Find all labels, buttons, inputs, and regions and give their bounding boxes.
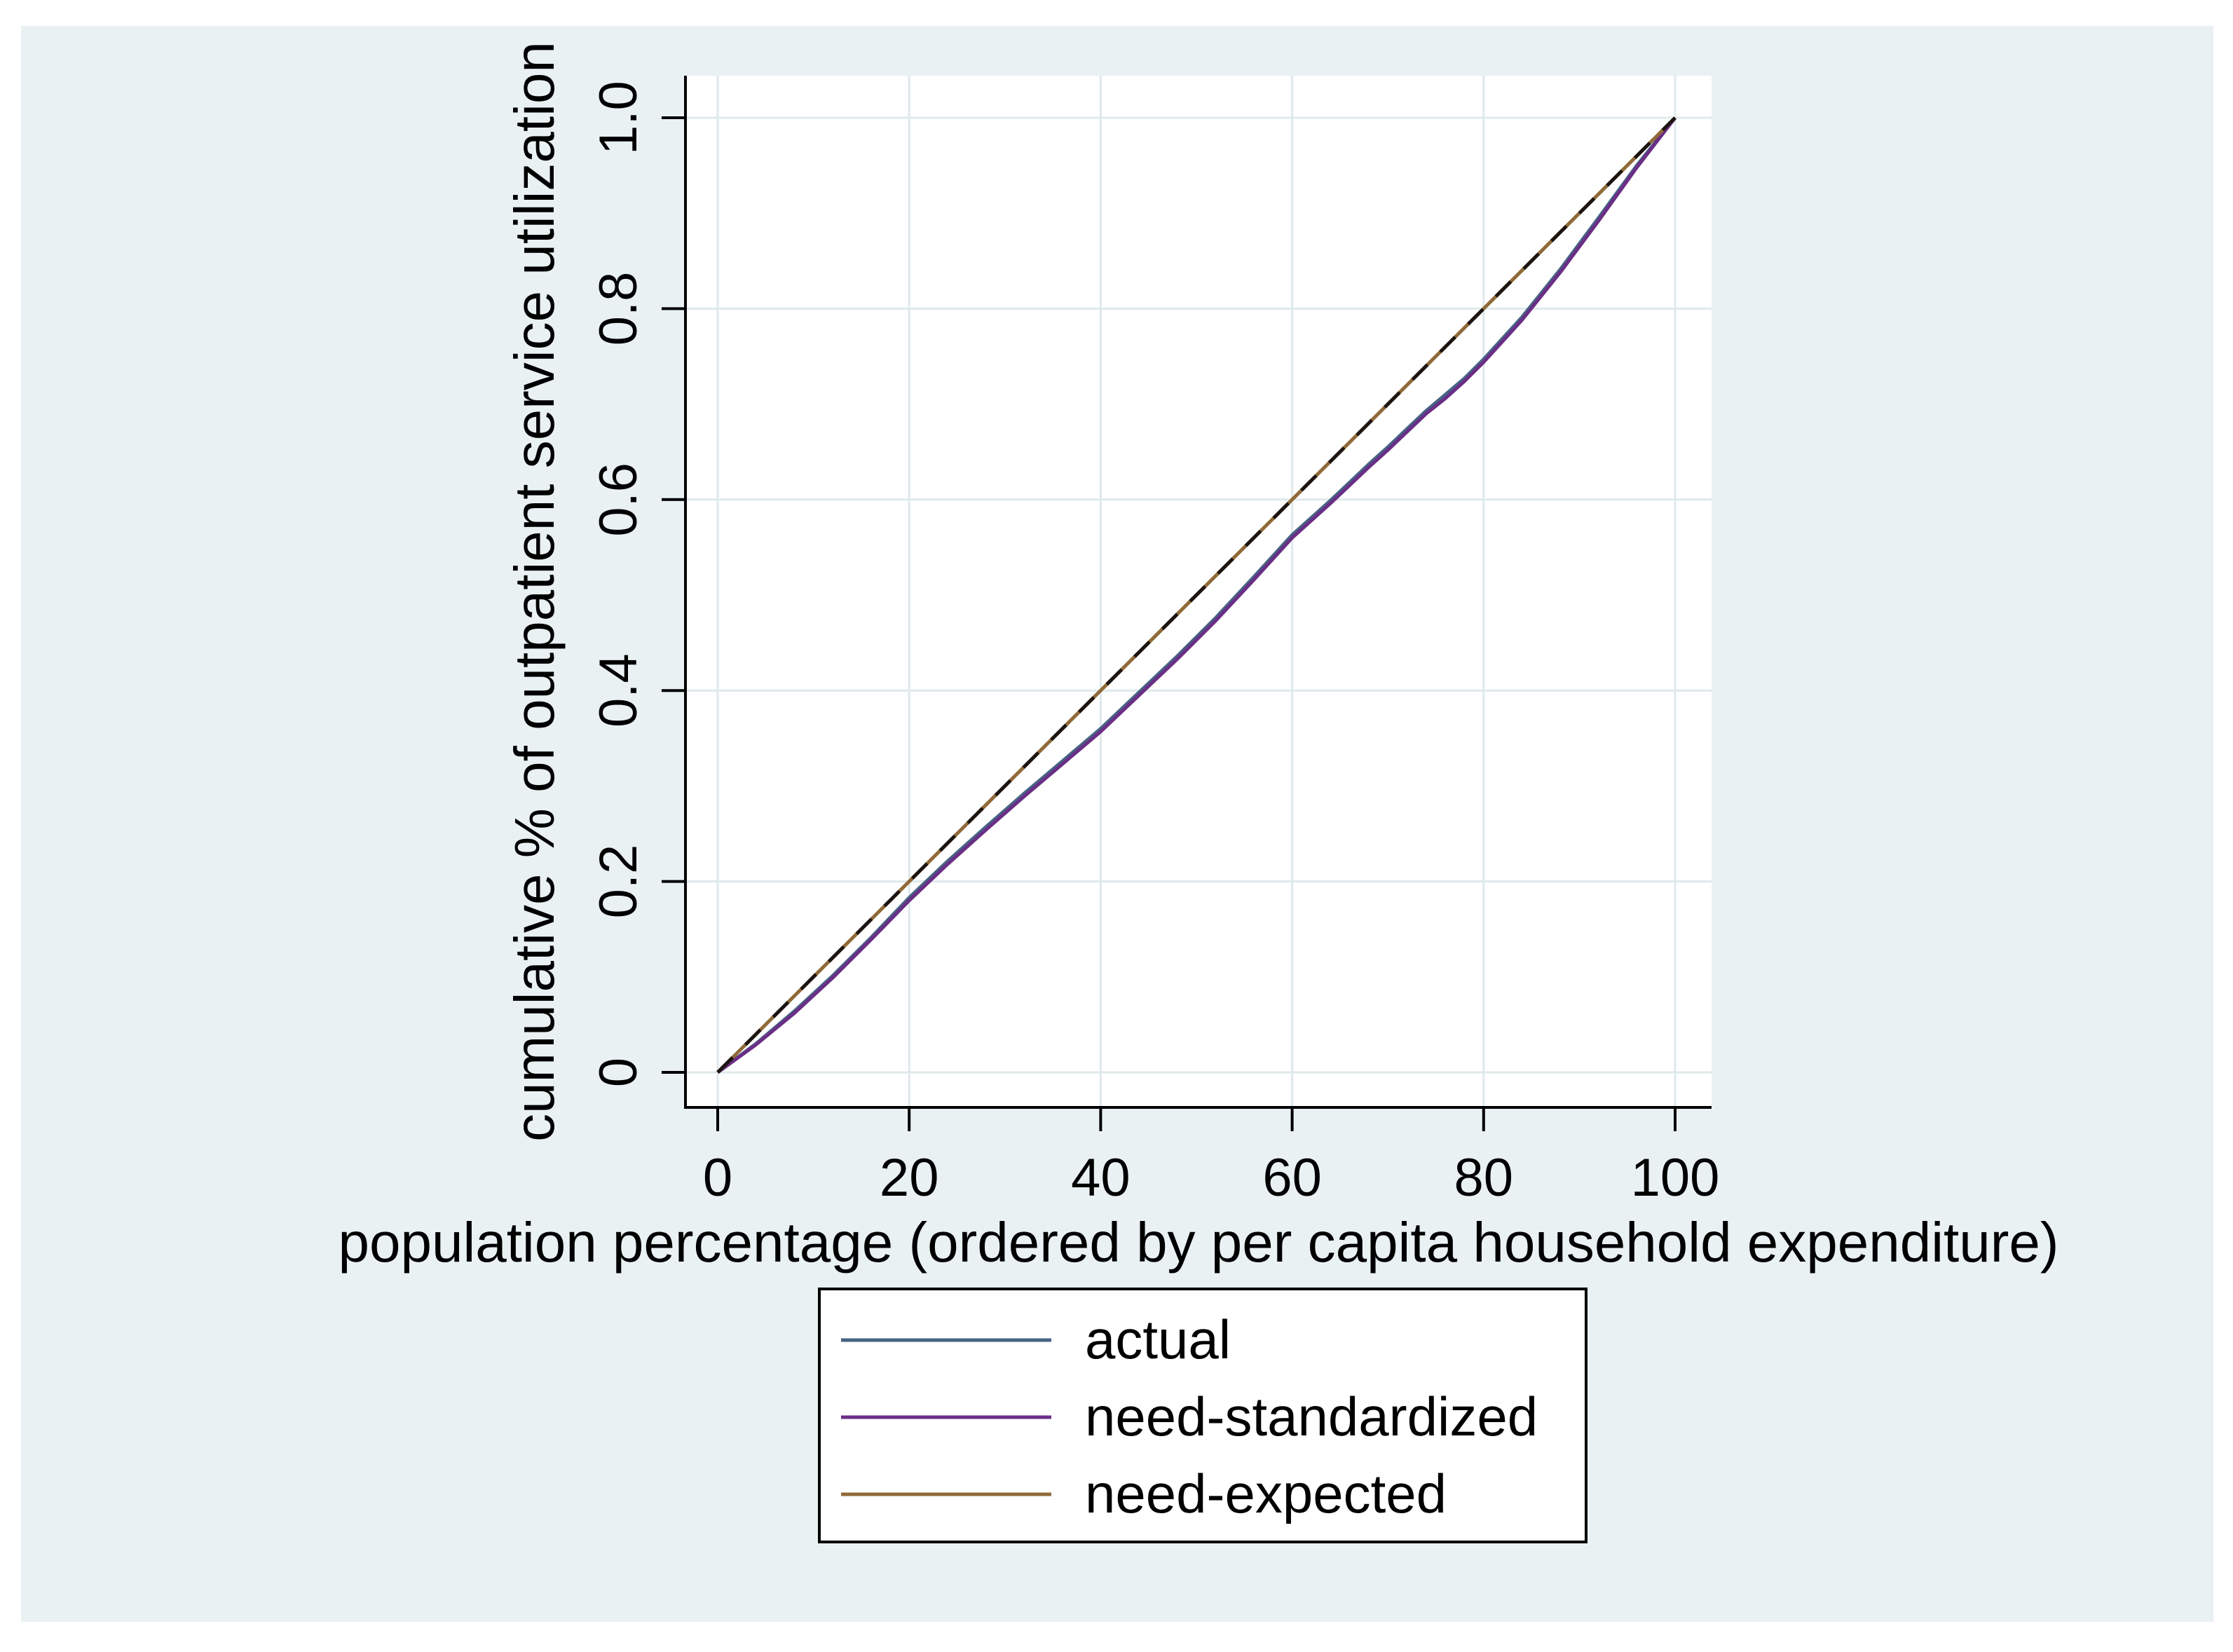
x-tick-label: 80: [1454, 1148, 1514, 1208]
legend-item-actual: actual: [841, 1309, 1231, 1370]
y-tick-label: 0: [589, 1058, 648, 1087]
legend-item-need-expected: need-expected: [841, 1463, 1447, 1524]
x-axis-title: population percentage (ordered by per ca…: [338, 1211, 2058, 1274]
y-tick-label: 0.6: [589, 463, 648, 537]
legend: actual need-standardized need-expected: [818, 1288, 1587, 1543]
y-tick-label: 0.8: [589, 272, 648, 346]
series-lines: [716, 116, 1677, 1074]
legend-label-need-standardized: need-standardized: [1085, 1386, 1538, 1447]
legend-item-need-standardized: need-standardized: [841, 1386, 1538, 1447]
y-tick-label: 0.4: [589, 653, 648, 728]
y-tick-label: 0.2: [589, 845, 648, 919]
x-tick-label: 0: [703, 1148, 732, 1208]
x-tick-label: 40: [1071, 1148, 1131, 1208]
x-tick-label: 20: [880, 1148, 939, 1208]
axis-ticks: 0 20 40 60 80 100 0 0.2 0.4 0.6 0.8 1.0: [589, 81, 1719, 1208]
y-tick-label: 1.0: [589, 81, 648, 155]
axes: [684, 76, 1712, 1109]
gridlines: [685, 76, 1712, 1107]
legend-label-actual: actual: [1085, 1309, 1231, 1370]
series-line-need-standardized: [716, 116, 1677, 1074]
x-tick-label: 60: [1262, 1148, 1322, 1208]
x-tick-label: 100: [1631, 1148, 1720, 1208]
y-axis-title: cumulative % of outpatient service utili…: [503, 41, 566, 1142]
legend-label-need-expected: need-expected: [1085, 1463, 1447, 1524]
series-line-line-of-equality: [716, 116, 1677, 1074]
